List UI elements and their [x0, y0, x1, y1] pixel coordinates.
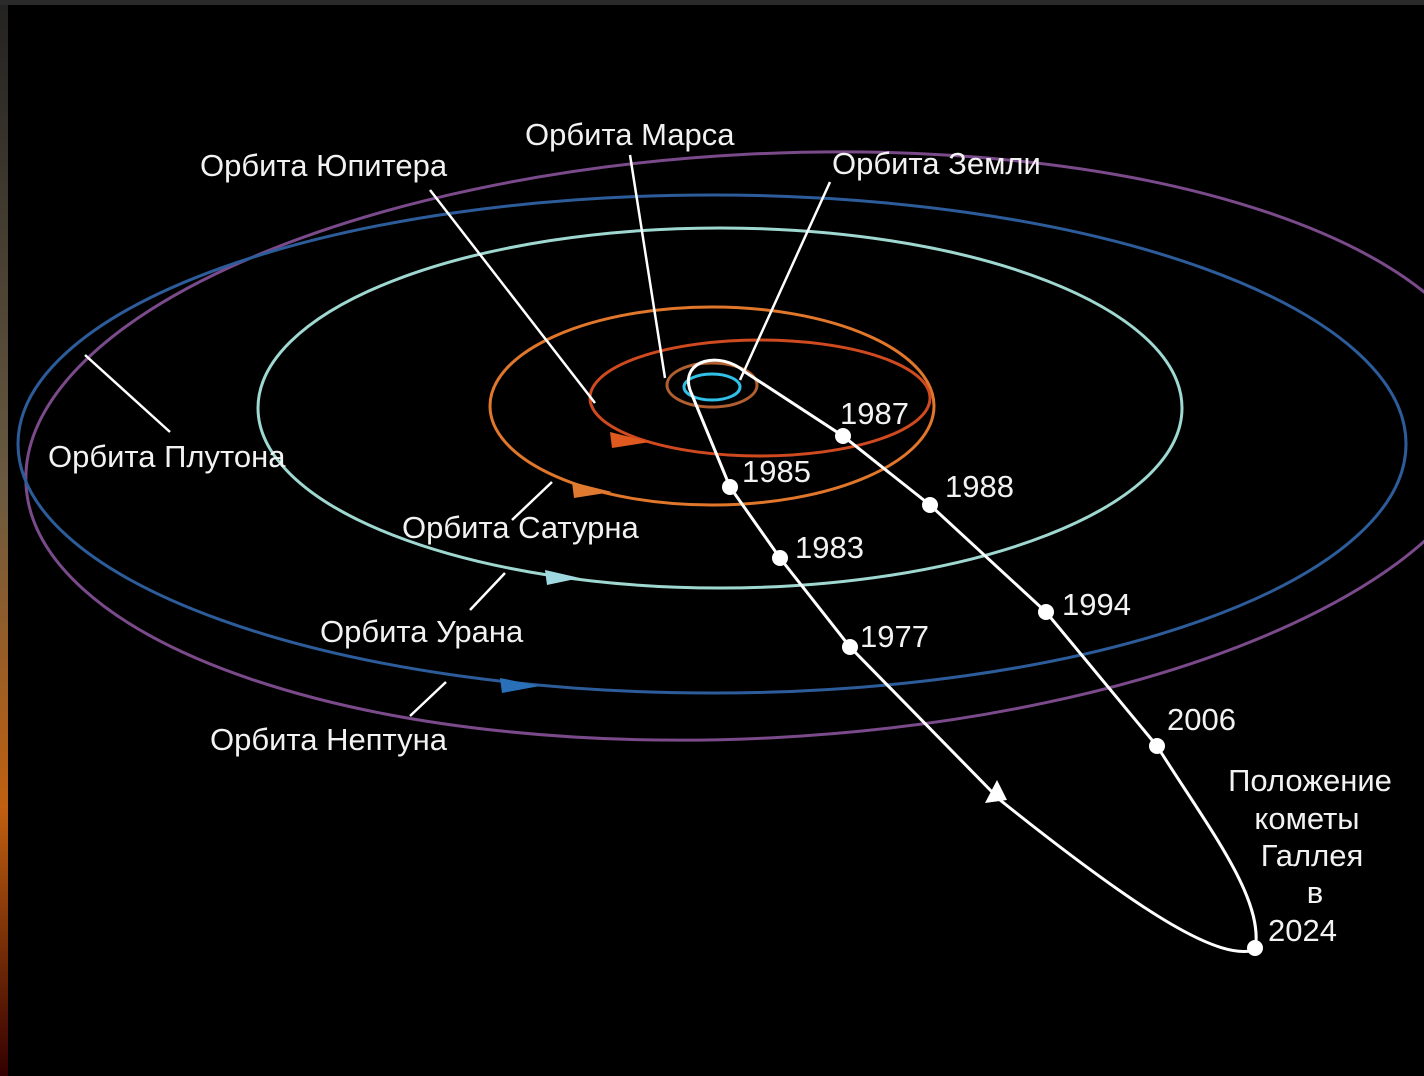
year-label: 1977 [860, 619, 929, 654]
comet-caption: Галлея [1261, 838, 1364, 873]
year-label: 2024 [1268, 913, 1337, 948]
top-strip [0, 0, 1424, 5]
orbit-label: Орбита Урана [320, 614, 524, 649]
orbit-label: Орбита Юпитера [200, 148, 448, 183]
comet-dot [772, 550, 788, 566]
diagram: Орбита Марса Орбита Юпитера Орбита Земли… [0, 0, 1424, 1076]
comet-dot [842, 639, 858, 655]
comet-dot [1038, 604, 1054, 620]
comet-caption: в [1307, 875, 1323, 910]
year-label: 1988 [945, 469, 1014, 504]
year-label: 2006 [1167, 702, 1236, 737]
page: {"labels": {"mars": "Орбита Марса", "jup… [0, 0, 1424, 1076]
year-label: 1987 [840, 396, 909, 431]
orbit-label: Орбита Сатурна [402, 510, 639, 545]
year-label: 1985 [742, 454, 811, 489]
year-label: 1983 [795, 530, 864, 565]
orbit-label: Орбита Нептуна [210, 722, 448, 757]
comet-caption: кометы [1254, 801, 1359, 836]
year-label: 1994 [1062, 587, 1131, 622]
edge-strip [0, 0, 8, 1076]
comet-dot [1247, 940, 1263, 956]
orbit-label: Орбита Земли [832, 146, 1041, 181]
comet-dot [922, 497, 938, 513]
orbit-label: Орбита Плутона [48, 439, 286, 474]
comet-caption: Положение [1228, 763, 1392, 798]
comet-dot [1149, 738, 1165, 754]
comet-dot [722, 479, 738, 495]
orbit-label: Орбита Марса [525, 117, 735, 152]
